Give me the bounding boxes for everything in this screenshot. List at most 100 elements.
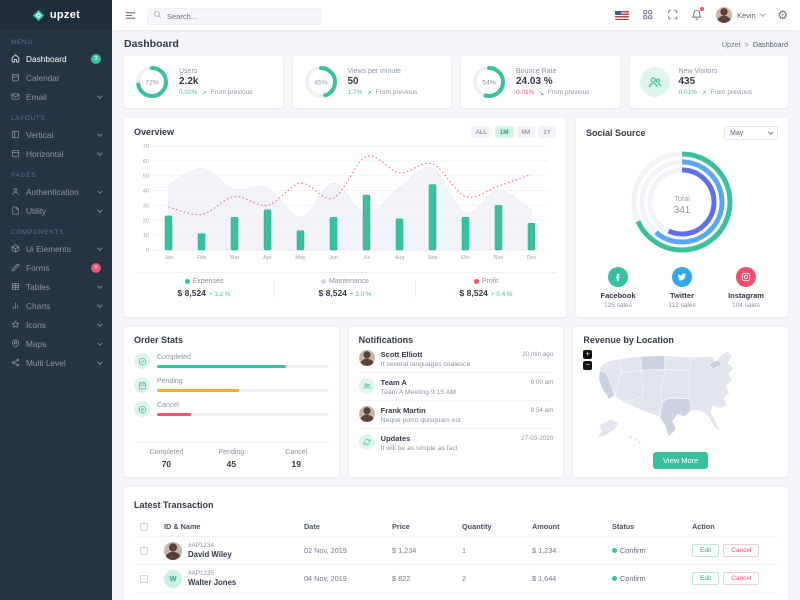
chevron-down-icon: [96, 321, 102, 326]
status-badge: Confirm: [620, 546, 646, 556]
legend-label: Expenses: [192, 278, 224, 285]
sidebar-item-dashboard[interactable]: Dashboard 3: [0, 49, 112, 68]
sidebar-item-calendar[interactable]: Calendar: [0, 68, 112, 87]
overview-chart: 0 10 20 30 40 50 60 70 Jan Feb Mar Apr May Jun Jul Aug S…: [143, 144, 548, 261]
map-pin-icon: [12, 339, 19, 348]
search-input[interactable]: [147, 7, 322, 25]
svg-text:45%: 45%: [314, 79, 328, 86]
range-1y-button[interactable]: 1Y: [538, 126, 556, 138]
transaction-name: David Wiley: [188, 550, 232, 560]
usa-map[interactable]: [583, 347, 778, 449]
cancel-button[interactable]: Cancel: [723, 544, 760, 558]
stat-card-users: 72% Users 2.2k 0.02% ↗ From previous: [124, 56, 283, 108]
apps-grid-icon[interactable]: [642, 9, 654, 21]
cancel-progress-bar: [157, 412, 192, 416]
social-items: Facebook 125 sales Twitter 112 sales Ins…: [586, 267, 778, 309]
sidebar-item-label: Multi Level: [26, 357, 66, 368]
menu-toggle-icon[interactable]: [124, 9, 137, 22]
chevron-down-icon: [767, 129, 773, 135]
transaction-id: #AP1235: [188, 570, 214, 578]
range-all-button[interactable]: ALL: [470, 126, 492, 138]
sidebar-item-charts[interactable]: Charts: [0, 296, 112, 315]
sidebar-item-label: Forms: [26, 262, 50, 273]
chevron-down-icon: [96, 207, 102, 212]
select-all-checkbox[interactable]: [140, 523, 148, 532]
edit-button[interactable]: Edit: [692, 544, 720, 558]
sidebar-item-email[interactable]: Email: [0, 87, 112, 106]
file-icon: [12, 206, 19, 215]
notification-name: Team A: [380, 378, 407, 387]
breadcrumb: Upzet > Dashboard: [722, 40, 788, 49]
page-header: Dashboard Upzet > Dashboard: [112, 30, 800, 56]
col-action: Action: [686, 517, 778, 538]
notification-item[interactable]: Frank Martin Neque porro quisquam est 8:…: [358, 401, 554, 429]
social-item-instagram[interactable]: Instagram 104 sales: [714, 267, 778, 309]
notification-bell[interactable]: [691, 7, 704, 21]
row-checkbox[interactable]: [140, 547, 148, 556]
notification-item[interactable]: Scott Elliott If several languages coale…: [358, 345, 554, 373]
notification-time: 9:00 am: [530, 379, 554, 386]
latest-transaction-card: Latest Transaction ID & Name Date Price …: [124, 487, 788, 600]
sidebar-section-menu: MENU: [11, 39, 33, 46]
breadcrumb-root[interactable]: Upzet: [721, 39, 741, 49]
range-1m-button[interactable]: 1M: [494, 126, 514, 138]
sidebar-item-maps[interactable]: Maps: [0, 334, 112, 353]
svg-text:Jul: Jul: [363, 255, 370, 261]
map-zoom-out-button[interactable]: −: [583, 361, 593, 370]
sidebar-item-ui-elements[interactable]: Ui Elements: [0, 239, 112, 258]
sidebar-item-vertical[interactable]: Vertical: [0, 125, 112, 144]
social-sales: 112 sales: [668, 302, 696, 309]
search-box: [147, 6, 322, 25]
dashboard-content: 72% Users 2.2k 0.02% ↗ From previous 45%: [112, 56, 800, 600]
period-select[interactable]: May: [724, 126, 778, 140]
svg-text:72%: 72%: [145, 79, 159, 86]
sidebar-item-label: Vertical: [26, 129, 54, 140]
sidebar-item-utility[interactable]: Utility: [0, 201, 112, 220]
sidebar-item-authentication[interactable]: Authentication: [0, 182, 112, 201]
main-area: Kevin ⚙ Dashboard Upzet > Dashboard 72% …: [112, 0, 800, 600]
notification-time: 20 min ago: [522, 351, 554, 358]
sidebar-item-forms[interactable]: Forms 8: [0, 258, 112, 277]
map-zoom-in-button[interactable]: +: [583, 350, 593, 359]
summary-value: 70: [161, 459, 172, 469]
notification-text: If several languages coalesce: [380, 360, 471, 368]
legend-label: Profit: [481, 278, 499, 285]
col-price: Price: [386, 517, 456, 538]
notification-item[interactable]: Updates It will be as simple as fact 27-…: [358, 429, 553, 456]
sidebar-item-tables[interactable]: Tables: [0, 277, 112, 296]
sidebar-item-icons[interactable]: Icons: [0, 315, 112, 334]
sidebar-item-horizontal[interactable]: Horizontal: [0, 144, 112, 163]
legend-amount: $ 8,524: [318, 288, 347, 298]
completed-progress-bar: [157, 364, 286, 368]
x-circle-icon: [134, 401, 150, 417]
social-sales: 125 sales: [604, 302, 632, 309]
brand-logo[interactable]: upzet: [0, 0, 112, 30]
user-menu[interactable]: Kevin: [715, 7, 765, 23]
row-checkbox[interactable]: [140, 575, 148, 584]
settings-gear-icon[interactable]: ⚙: [777, 8, 788, 22]
edit-button[interactable]: Edit: [692, 572, 720, 586]
sidebar-item-multi-level[interactable]: Multi Level: [0, 353, 112, 372]
notification-item[interactable]: Team A Team A Meeting 9:15 AM 9:00 am: [358, 373, 554, 401]
stat-note: From previous: [210, 89, 253, 96]
sidebar-item-label: Dashboard: [26, 53, 67, 64]
notification-name: Updates: [380, 434, 411, 443]
cancel-button[interactable]: Cancel: [723, 572, 760, 586]
social-item-facebook[interactable]: Facebook 125 sales: [586, 267, 650, 309]
instagram-icon: [736, 267, 756, 287]
us-flag-icon[interactable]: [615, 10, 630, 20]
range-6m-button[interactable]: 6M: [516, 126, 536, 138]
notification-name: Scott Elliott: [380, 350, 423, 359]
dashboard-badge: 3: [91, 53, 101, 64]
twitter-icon: [672, 267, 692, 287]
social-item-twitter[interactable]: Twitter 112 sales: [650, 267, 714, 309]
notifications-card: Notifications Scott Elliott If several l…: [348, 327, 564, 477]
transaction-id: #AP1234: [188, 542, 214, 550]
social-source-card: Social Source May Total 341: [576, 118, 788, 317]
col-id-name: ID & Name: [158, 517, 298, 538]
table-row: #AP1234 David Wiley 02 Nov, 2019 $ 1,234…: [134, 536, 778, 566]
view-more-button[interactable]: View More: [653, 452, 709, 469]
fullscreen-icon[interactable]: [667, 9, 679, 21]
overview-card: Overview ALL 1M 6M 1Y 0 10 20 30 40 50 60 70 Jan…: [124, 118, 566, 317]
